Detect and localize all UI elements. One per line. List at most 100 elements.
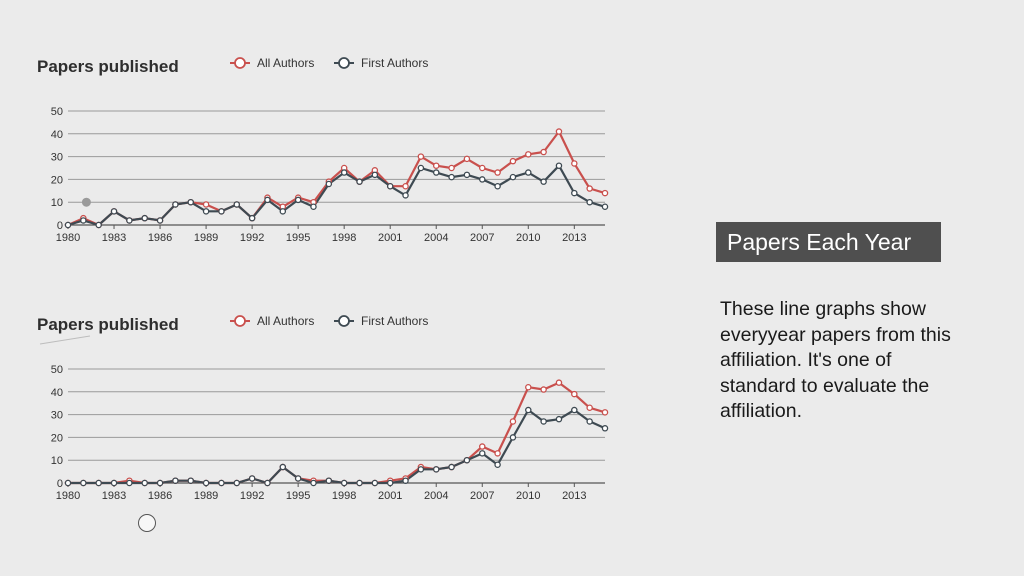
data-point [601,425,609,432]
chart-title: Papers published [37,57,179,76]
x-tick-label: 1983 [102,490,126,502]
x-tick-label: 2013 [562,490,586,502]
legend-marker-icon [338,57,350,69]
data-point [126,217,133,224]
data-point [555,379,563,386]
x-tick-label: 2004 [424,490,448,502]
x-tick-label: 1995 [286,490,310,502]
x-tick-label: 1998 [332,232,356,244]
data-point [126,479,133,487]
data-point [325,180,333,188]
x-tick-label: 1992 [240,232,264,244]
legend-label: All Authors [257,314,314,328]
data-point [64,221,72,229]
data-point [80,217,87,224]
data-point [310,203,317,211]
data-point [417,164,425,172]
y-tick-label: 0 [57,220,63,232]
data-point [479,164,486,172]
data-point [202,479,210,487]
data-point [172,477,179,484]
series-line-all-authors [68,381,606,485]
data-point [356,178,363,185]
data-point [279,208,287,215]
data-point [448,463,455,471]
data-point [525,151,532,158]
data-point [586,418,593,425]
data-point [417,466,425,473]
data-point [479,450,486,457]
data-point [187,198,194,206]
data-point [218,479,225,487]
data-point [525,169,532,176]
data-point [248,475,256,482]
x-tick-label: 1983 [102,232,126,244]
data-point [264,196,271,204]
data-point [525,406,532,414]
data-point [509,157,517,165]
series-line-first-authors [68,408,606,485]
data-point [233,201,241,208]
data-point [540,148,547,156]
hover-marker-icon [81,197,91,207]
data-point [601,409,609,416]
data-point [248,214,256,222]
data-point [371,479,379,487]
data-point [540,418,547,425]
data-point [555,128,563,135]
y-tick-label: 50 [51,364,63,376]
data-point [494,169,501,176]
legend-item-first-authors: First Authors [334,314,428,328]
data-point [494,450,501,457]
x-tick-label: 1980 [56,490,80,502]
data-point [325,477,333,484]
data-point [448,164,455,172]
data-point [110,479,118,487]
data-point [463,456,471,464]
data-point [386,479,394,487]
y-tick-label: 40 [51,387,63,399]
data-point [494,182,501,190]
data-point [540,386,547,393]
decorative-stroke [39,335,91,345]
data-point [172,201,179,208]
data-point [540,178,547,185]
data-point [371,171,379,179]
chart-top: Papers published All Authors First Authors… [37,56,609,244]
data-point [356,479,363,487]
legend-item-all-authors: All Authors [230,56,314,70]
section-title: Papers Each Year [716,222,941,262]
data-point [264,479,271,487]
legend-marker-icon [338,315,350,327]
legend-label: All Authors [257,56,314,70]
y-tick-label: 20 [51,174,63,186]
x-tick-label: 2007 [470,232,494,244]
y-tick-label: 40 [51,129,63,141]
data-point [417,153,425,160]
data-point [340,479,348,487]
data-point [586,185,593,192]
data-point [479,176,486,183]
data-point [202,208,210,215]
data-point [402,192,409,199]
x-tick-label: 1989 [194,490,218,502]
y-tick-label: 10 [51,197,63,209]
legend-marker-icon [234,57,246,69]
data-point [571,160,578,167]
chart-bottom: Papers published All Authors First Authors… [37,314,609,502]
data-point [509,434,517,441]
data-point [294,475,302,482]
y-tick-label: 0 [57,478,63,490]
data-point [279,463,287,471]
cursor-circle-icon [138,514,156,532]
data-point [402,477,409,484]
x-tick-label: 1995 [286,232,310,244]
x-tick-label: 2010 [516,232,540,244]
data-point [218,208,225,215]
x-tick-label: 1989 [194,232,218,244]
data-point [141,214,148,222]
x-tick-label: 1998 [332,490,356,502]
data-point [294,196,302,204]
x-tick-label: 2001 [378,490,402,502]
legend-marker-icon [234,315,246,327]
